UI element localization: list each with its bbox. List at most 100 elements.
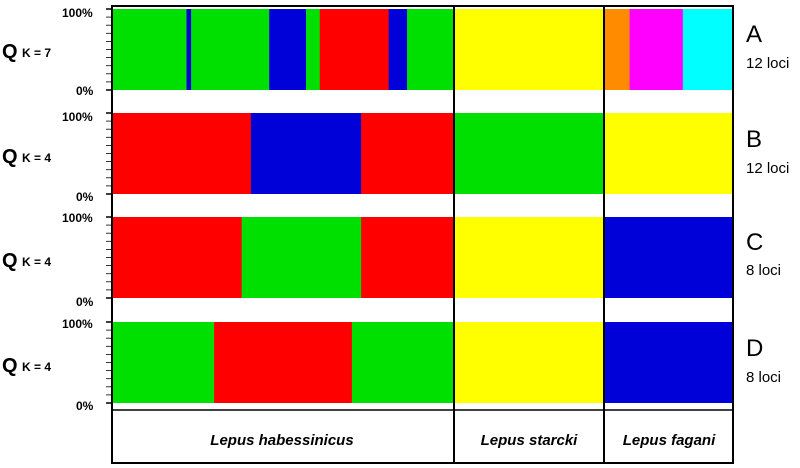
bar-b-1-21 <box>532 113 537 194</box>
bar-a-0-53 <box>356 9 362 90</box>
ytick-0-a: 0% <box>76 84 94 98</box>
bar-d-1-30 <box>566 322 571 403</box>
bar-a-2-20 <box>686 9 692 90</box>
bar-b-0-19 <box>200 113 206 194</box>
bar-c-0-47 <box>328 217 335 298</box>
k-label-d: K = 4 <box>22 360 51 374</box>
bar-c-0-14 <box>177 217 183 298</box>
bar-d-2-27 <box>715 322 721 403</box>
bar-a-1-31 <box>569 9 574 90</box>
bar-b-1-12 <box>499 113 504 194</box>
bar-b-0-59 <box>384 113 390 194</box>
bar-d-0-59 <box>384 322 390 403</box>
bar-d-1-33 <box>577 322 582 403</box>
bar-c-0-7 <box>145 217 151 298</box>
bar-a-0-38 <box>287 9 293 90</box>
bar-c-0-21 <box>209 217 215 298</box>
bar-c-1-3 <box>466 217 471 298</box>
bar-a-0-70 <box>434 9 440 90</box>
bar-b-0-2 <box>122 113 128 194</box>
bar-d-0-8 <box>149 322 155 403</box>
bar-c-2-18 <box>678 217 684 298</box>
bar-a-1-14 <box>506 9 512 90</box>
bar-b-0-7 <box>145 113 151 194</box>
bar-a-0-11 <box>163 9 169 90</box>
bar-d-1-11 <box>495 322 500 403</box>
bar-c-2-27 <box>715 217 721 298</box>
bar-c-0-33 <box>264 217 270 298</box>
bar-d-0-53 <box>356 322 362 403</box>
bar-a-0-34 <box>269 9 275 90</box>
bar-b-1-7 <box>480 113 486 194</box>
bar-b-2-23 <box>699 113 704 194</box>
bar-d-2-26 <box>711 322 717 403</box>
bar-c-0-24 <box>223 217 229 298</box>
bar-d-1-8 <box>484 322 489 403</box>
bar-d-1-38 <box>595 322 600 403</box>
bar-c-0-42 <box>305 217 312 298</box>
bar-a-0-36 <box>278 9 284 90</box>
bar-d-0-61 <box>393 322 399 403</box>
bar-b-1-37 <box>591 113 597 194</box>
bar-b-0-27 <box>237 113 243 194</box>
bar-b-0-41 <box>301 113 307 194</box>
bar-a-1-13 <box>503 9 508 90</box>
bar-d-2-16 <box>670 322 676 403</box>
bar-a-2-10 <box>645 9 651 90</box>
bar-d-0-72 <box>443 322 449 403</box>
bar-c-0-30 <box>250 217 257 298</box>
k-label-c: K = 4 <box>22 255 51 269</box>
bar-d-0-32 <box>260 322 266 403</box>
bar-a-1-39 <box>599 9 604 90</box>
bar-c-1-22 <box>536 217 541 298</box>
bar-b-1-4 <box>469 113 475 194</box>
bar-d-2-28 <box>719 322 725 403</box>
bar-b-0-62 <box>397 113 404 194</box>
bar-a-1-17 <box>517 9 523 90</box>
bar-c-0-50 <box>342 217 348 298</box>
bar-b-2-9 <box>641 113 647 194</box>
bar-b-0-32 <box>260 113 266 194</box>
bar-c-1-29 <box>562 217 567 298</box>
bar-d-0-3 <box>126 322 132 403</box>
bar-c-1-14 <box>506 217 512 298</box>
bar-a-1-23 <box>540 9 545 90</box>
bar-c-0-12 <box>168 217 174 298</box>
bar-d-0-5 <box>135 322 142 403</box>
bar-a-0-71 <box>439 9 445 90</box>
bar-d-0-49 <box>338 322 344 403</box>
bar-b-0-51 <box>347 113 353 194</box>
bar-c-1-11 <box>495 217 500 298</box>
bar-c-0-62 <box>397 217 404 298</box>
bar-c-1-27 <box>554 217 560 298</box>
bar-c-2-5 <box>625 217 631 298</box>
bar-c-1-23 <box>540 217 545 298</box>
bar-b-0-23 <box>218 113 224 194</box>
loci-label-d: 8 loci <box>746 369 781 386</box>
bar-d-2-14 <box>662 322 668 403</box>
bar-c-0-55 <box>365 217 371 298</box>
bar-c-2-14 <box>662 217 668 298</box>
bar-a-0-10 <box>158 9 165 90</box>
k-label-b: K = 4 <box>22 151 51 165</box>
q-axis-label-b: Q <box>2 146 18 168</box>
bar-a-1-24 <box>543 9 549 90</box>
bar-b-0-11 <box>163 113 169 194</box>
bar-a-0-24 <box>223 9 229 90</box>
structure-row-a <box>106 8 733 91</box>
bar-a-2-5 <box>625 9 631 90</box>
bar-d-0-37 <box>283 322 289 403</box>
bar-a-0-17 <box>191 9 197 90</box>
bar-a-0-55 <box>365 9 371 90</box>
bar-a-0-3 <box>126 9 132 90</box>
bar-a-1-22 <box>536 9 541 90</box>
bar-b-0-24 <box>223 113 229 194</box>
bar-d-0-50 <box>342 322 348 403</box>
bar-d-0-29 <box>246 322 252 403</box>
bar-a-0-49 <box>338 9 344 90</box>
bar-d-0-18 <box>195 322 201 403</box>
bar-b-0-0 <box>113 113 119 194</box>
bar-c-0-23 <box>218 217 224 298</box>
bar-d-0-56 <box>370 322 376 403</box>
bar-c-0-28 <box>241 217 247 298</box>
